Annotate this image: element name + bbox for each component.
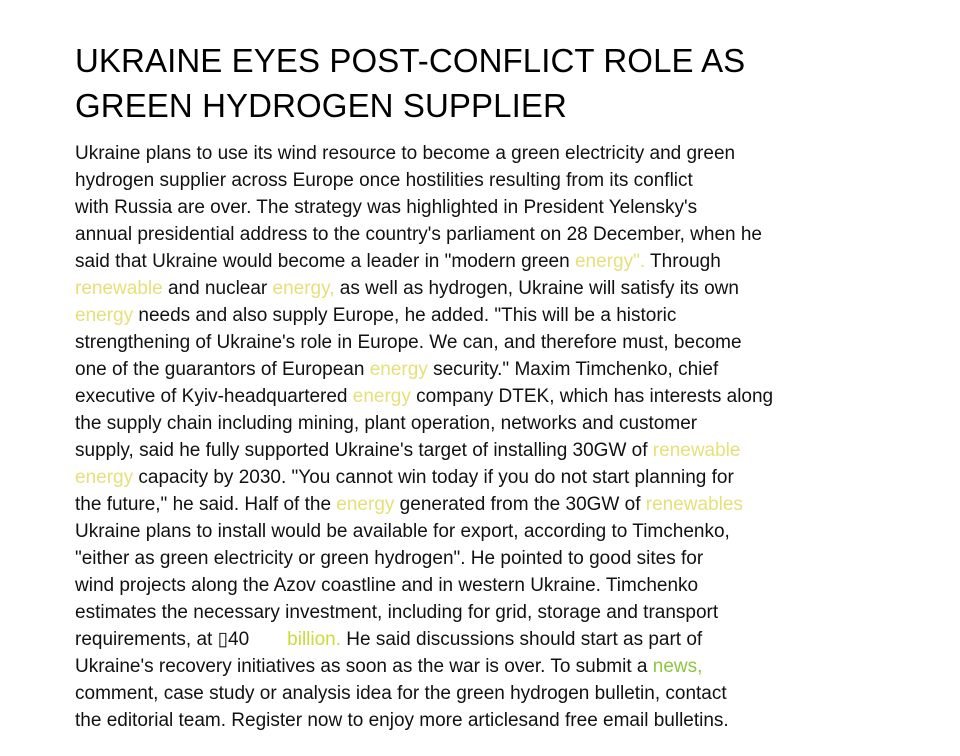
body-line: Ukraine's recovery initiatives as soon a…	[75, 653, 935, 680]
body-text-segment: the future," he said. Half of the	[75, 494, 337, 515]
body-line: supply, said he fully supported Ukraine'…	[75, 437, 935, 464]
headline-line: UKRAINE EYES POST-CONFLICT ROLE AS	[75, 42, 746, 79]
body-line: said that Ukraine would become a leader …	[75, 248, 935, 275]
keyword-link[interactable]: renewable	[652, 440, 741, 461]
body-text-segment: the supply chain including mining, plant…	[75, 413, 698, 434]
body-line: estimates the necessary investment, incl…	[75, 599, 935, 626]
keyword-link[interactable]: energy	[352, 386, 411, 407]
news-link[interactable]: news,	[652, 656, 703, 677]
body-text-segment: Through	[645, 251, 721, 272]
body-text-segment: executive of Kyiv-headquartered	[75, 386, 353, 407]
body-line: Ukraine plans to install would be availa…	[75, 518, 935, 545]
article-body: Ukraine plans to use its wind resource t…	[75, 140, 935, 734]
headline-line: GREEN HYDROGEN SUPPLIER	[75, 87, 567, 124]
body-text-segment: wind projects along the Azov coastline a…	[75, 575, 699, 596]
body-text-segment: company DTEK, which has interests along	[410, 386, 774, 407]
body-line: hydrogen supplier across Europe once hos…	[75, 167, 935, 194]
body-line: with Russia are over. The strategy was h…	[75, 194, 935, 221]
body-text-segment: generated from the 30GW of	[394, 494, 646, 515]
body-text-segment: security." Maxim Timchenko, chief	[427, 359, 719, 380]
body-text-segment: with Russia are over. The strategy was h…	[75, 197, 698, 218]
body-text-segment: hydrogen supplier across Europe once hos…	[75, 170, 693, 191]
body-text-segment: Ukraine's recovery initiatives as soon a…	[75, 656, 653, 677]
body-line: energy capacity by 2030. "You cannot win…	[75, 464, 935, 491]
body-text-segment: capacity by 2030. "You cannot win today …	[133, 467, 734, 488]
body-line: renewable and nuclear energy, as well as…	[75, 275, 935, 302]
body-text-segment: strengthening of Ukraine's role in Europ…	[75, 332, 742, 353]
keyword-link[interactable]: renewables	[645, 494, 743, 515]
article-headline: UKRAINE EYES POST-CONFLICT ROLE AS GREEN…	[75, 38, 935, 128]
body-text-segment: Ukraine plans to use its wind resource t…	[75, 143, 736, 164]
body-text-segment: as well as hydrogen, Ukraine will satisf…	[334, 278, 739, 299]
body-line: requirements, at ▯40 billion. He said dis…	[75, 626, 935, 653]
keyword-link[interactable]: billion.	[287, 629, 342, 650]
keyword-link[interactable]: energy	[75, 305, 134, 326]
keyword-link[interactable]: renewable	[75, 278, 163, 299]
body-text-segment: He said discussions should start as part…	[341, 629, 703, 650]
body-text-segment: supply, said he fully supported Ukraine'…	[75, 440, 653, 461]
body-text-segment: the editorial team. Register now to enjo…	[75, 710, 729, 731]
body-line: energy needs and also supply Europe, he …	[75, 302, 935, 329]
keyword-link[interactable]: energy	[336, 494, 395, 515]
body-text-segment: one of the guarantors of European	[75, 359, 370, 380]
body-line: wind projects along the Azov coastline a…	[75, 572, 935, 599]
body-line: the supply chain including mining, plant…	[75, 410, 935, 437]
body-line: annual presidential address to the count…	[75, 221, 935, 248]
keyword-link[interactable]: energy".	[574, 251, 646, 272]
article: UKRAINE EYES POST-CONFLICT ROLE AS GREEN…	[75, 38, 935, 734]
keyword-link[interactable]: energy	[75, 467, 134, 488]
body-text-segment: annual presidential address to the count…	[75, 224, 762, 245]
body-text-segment: and nuclear	[162, 278, 273, 299]
body-line: "either as green electricity or green hy…	[75, 545, 935, 572]
body-text-segment: comment, case study or analysis idea for…	[75, 683, 727, 704]
body-text-segment: said that Ukraine would become a leader …	[75, 251, 575, 272]
keyword-link[interactable]: energy	[369, 359, 428, 380]
body-text-segment: requirements, at ▯40	[75, 629, 250, 650]
body-line: one of the guarantors of European energy…	[75, 356, 935, 383]
body-line: Ukraine plans to use its wind resource t…	[75, 140, 935, 167]
body-line: strengthening of Ukraine's role in Europ…	[75, 329, 935, 356]
body-text-segment: "either as green electricity or green hy…	[75, 548, 704, 569]
body-text-segment: estimates the necessary investment, incl…	[75, 602, 719, 623]
body-line: the editorial team. Register now to enjo…	[75, 707, 935, 734]
body-line: executive of Kyiv-headquartered energy c…	[75, 383, 935, 410]
body-line: comment, case study or analysis idea for…	[75, 680, 935, 707]
body-text-segment: Ukraine plans to install would be availa…	[75, 521, 730, 542]
body-text-segment: needs and also supply Europe, he added. …	[133, 305, 677, 326]
body-line: the future," he said. Half of the energy…	[75, 491, 935, 518]
keyword-link[interactable]: energy,	[272, 278, 335, 299]
